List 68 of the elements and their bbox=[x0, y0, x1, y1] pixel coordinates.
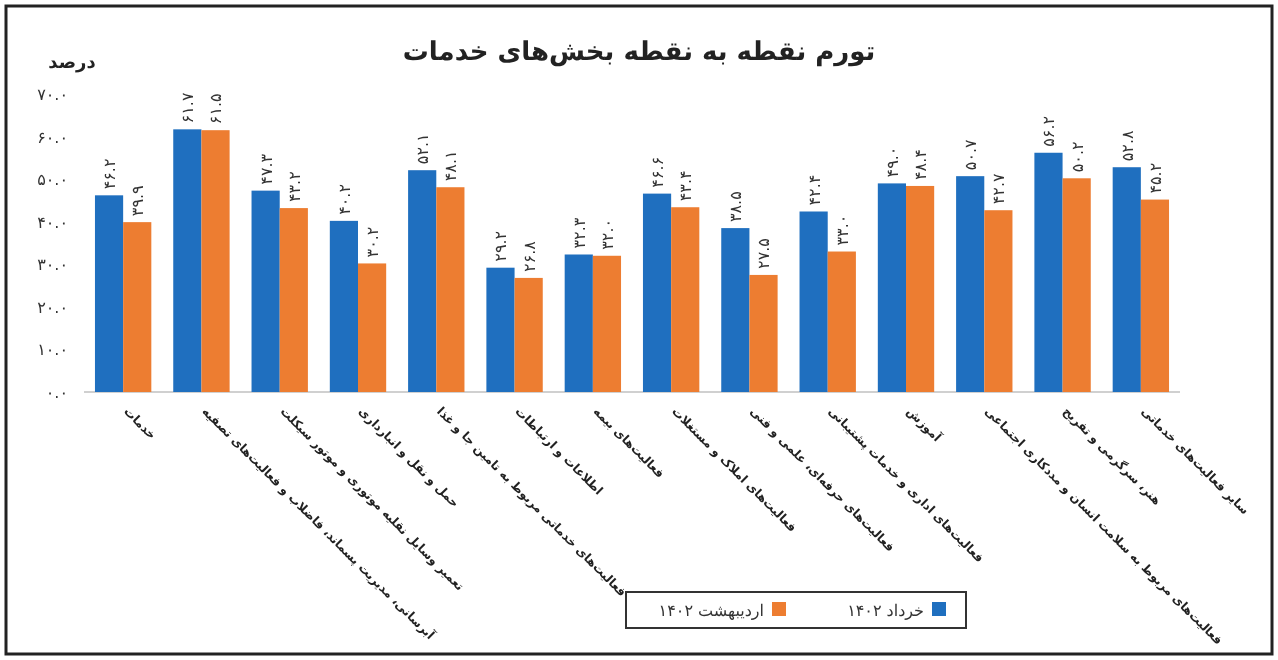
bar bbox=[1112, 167, 1141, 392]
bar bbox=[827, 251, 856, 392]
data-label: ۵۰.۲ bbox=[1068, 141, 1087, 173]
bar bbox=[173, 129, 202, 392]
data-label: ۵۲.۸ bbox=[1118, 128, 1137, 162]
bar bbox=[1034, 152, 1063, 392]
data-label: ۴۵.۲ bbox=[1146, 162, 1165, 194]
y-axis-title: درصد bbox=[48, 54, 97, 74]
bar bbox=[671, 207, 700, 392]
data-label: ۳۲.۳ bbox=[570, 216, 589, 249]
data-label: ۴۷.۳ bbox=[257, 152, 276, 185]
data-label: ۴۹.۰ bbox=[883, 146, 902, 178]
bar bbox=[877, 183, 906, 392]
data-label: ۵۲.۱ bbox=[414, 133, 433, 165]
data-label: ۴۲.۴ bbox=[805, 174, 824, 206]
legend-label: خرداد ۱۴۰۲ bbox=[847, 602, 925, 620]
bar bbox=[592, 255, 622, 392]
bar bbox=[906, 185, 935, 392]
y-tick-label: ۷۰.۰ bbox=[37, 86, 68, 104]
chart-title: تورم نقطه به نقطه بخش‌های خدمات bbox=[402, 38, 876, 68]
bar bbox=[329, 220, 358, 392]
data-label: ۲۷.۵ bbox=[755, 238, 774, 269]
data-label: ۳۳.۰ bbox=[833, 214, 852, 246]
y-tick-label: ۳۰.۰ bbox=[37, 256, 68, 275]
data-label: ۵۰.۷ bbox=[962, 137, 981, 171]
y-tick-label: ۱۰.۰ bbox=[37, 341, 68, 360]
bar bbox=[201, 130, 230, 392]
data-label: ۲۶.۸ bbox=[520, 239, 539, 272]
bar bbox=[514, 277, 543, 392]
bar bbox=[984, 210, 1013, 392]
data-label: ۳۸.۵ bbox=[727, 191, 746, 223]
bar bbox=[721, 228, 750, 392]
bar bbox=[1140, 199, 1170, 392]
data-label: ۴۰.۲ bbox=[335, 183, 354, 215]
data-label: ۴۶.۶ bbox=[649, 156, 668, 188]
data-label: ۶۱.۷ bbox=[179, 91, 198, 124]
bar bbox=[408, 170, 437, 392]
y-tick-label: ۵۰.۰ bbox=[37, 171, 68, 190]
bar bbox=[799, 211, 828, 392]
y-tick-label: ۶۰.۰ bbox=[37, 128, 68, 147]
data-label: ۳۰.۲ bbox=[364, 226, 383, 258]
data-label: ۴۸.۴ bbox=[912, 149, 931, 180]
data-label: ۳۹.۹ bbox=[129, 185, 148, 217]
data-label: ۳۲.۰ bbox=[598, 218, 617, 250]
data-label: ۴۳.۴ bbox=[677, 170, 696, 202]
y-tick-label: ۲۰.۰ bbox=[37, 298, 68, 317]
y-tick-label: ۴۰.۰ bbox=[37, 213, 68, 232]
bar bbox=[749, 274, 778, 392]
data-label: ۲۹.۲ bbox=[492, 230, 511, 262]
bar bbox=[358, 263, 387, 392]
bar bbox=[279, 208, 308, 392]
bar bbox=[94, 195, 124, 392]
data-label: ۴۶.۲ bbox=[101, 158, 120, 190]
bar bbox=[564, 254, 593, 392]
data-label: ۶۱.۵ bbox=[207, 93, 226, 125]
bar bbox=[251, 190, 280, 392]
bar bbox=[956, 176, 985, 392]
y-tick-label: ۰.۰ bbox=[45, 384, 68, 402]
data-label: ۴۸.۱ bbox=[442, 150, 461, 182]
bar bbox=[436, 187, 465, 392]
bar bbox=[1062, 178, 1091, 392]
bar bbox=[642, 193, 672, 392]
bar bbox=[123, 222, 152, 392]
data-label: ۵۶.۲ bbox=[1040, 115, 1059, 147]
data-label: ۴۲.۷ bbox=[990, 171, 1009, 205]
bar bbox=[486, 267, 515, 392]
legend-label: اردیبهشت ۱۴۰۲ bbox=[658, 602, 764, 620]
data-label: ۴۳.۲ bbox=[285, 171, 304, 203]
